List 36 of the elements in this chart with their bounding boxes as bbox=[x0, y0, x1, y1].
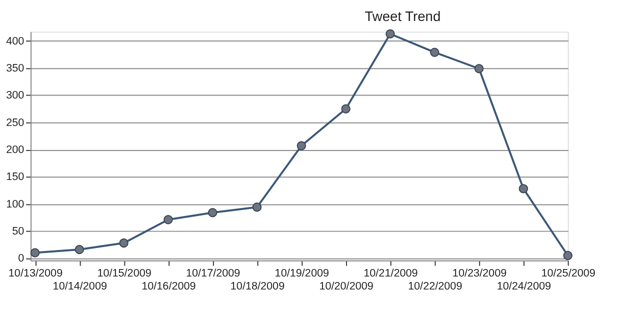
point bbox=[386, 29, 395, 38]
x-tick-label: 10/18/2009 bbox=[230, 280, 285, 292]
point bbox=[74, 244, 84, 254]
chart-title: Tweet Trend bbox=[364, 8, 441, 24]
y-tick-label: 200 bbox=[6, 144, 24, 156]
y-tick-label: 50 bbox=[12, 226, 24, 238]
point bbox=[563, 250, 572, 260]
x-tick-label: 10/23/2009 bbox=[452, 268, 507, 280]
y-tick-label: 400 bbox=[6, 35, 24, 48]
x-tick-label: 10/21/2009 bbox=[364, 268, 418, 280]
x-tick-label: 10/19/2009 bbox=[274, 268, 330, 280]
x-tick-label: 10/22/2009 bbox=[408, 280, 462, 292]
point bbox=[208, 208, 218, 218]
y-tick-label: 250 bbox=[6, 116, 24, 129]
y-tick-label: 100 bbox=[6, 198, 24, 210]
point bbox=[30, 248, 40, 258]
y-tick-label: 150 bbox=[6, 171, 24, 184]
point bbox=[164, 215, 173, 224]
x-tick-label: 10/15/2009 bbox=[97, 268, 152, 280]
x-tick-label: 10/24/2009 bbox=[496, 280, 552, 292]
point bbox=[341, 104, 350, 114]
point bbox=[430, 48, 440, 57]
x-tick-label: 10/14/2009 bbox=[52, 280, 107, 292]
point bbox=[252, 202, 262, 212]
x-tick-label: 10/13/2009 bbox=[8, 268, 63, 280]
point bbox=[296, 141, 306, 150]
x-tick-label: 10/25/2009 bbox=[541, 268, 596, 280]
x-tick-label: 10/16/2009 bbox=[142, 280, 196, 292]
x-tick-label: 10/20/2009 bbox=[319, 280, 374, 292]
point bbox=[474, 64, 484, 74]
y-tick-label: 300 bbox=[6, 90, 24, 102]
point bbox=[119, 238, 128, 248]
x-tick-label: 10/17/2009 bbox=[186, 268, 240, 280]
y-tick-label: 350 bbox=[6, 62, 24, 75]
y-tick-label: 0 bbox=[18, 252, 24, 265]
point bbox=[518, 184, 528, 194]
